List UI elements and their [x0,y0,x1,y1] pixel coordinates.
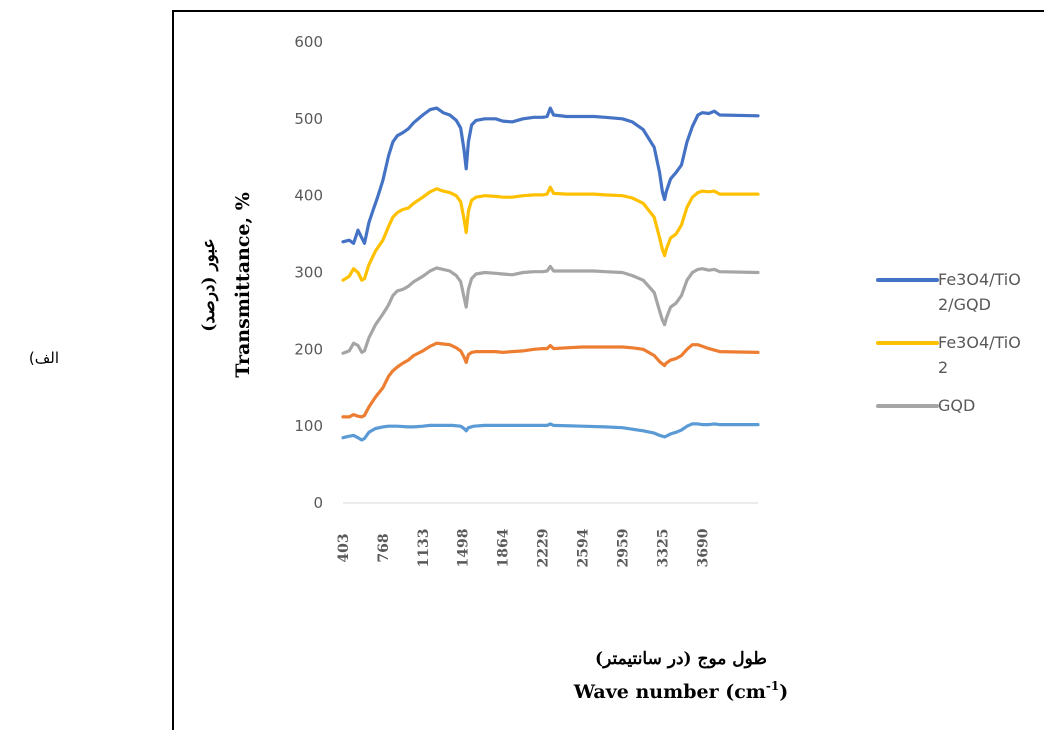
x-axis-ticks: 403 768 1133 1498 1864 2229 2594 2959 3325 3690 [336,528,711,567]
series-line [341,341,760,419]
series-line [341,106,760,245]
x-axis-title-en: Wave number (cm-1) [573,679,788,703]
figure-side-label: (الف [28,349,59,367]
series-line [341,264,760,355]
x-tick-label: 2594 [575,528,591,567]
x-tick-label: 2959 [615,529,631,568]
legend-label: 2 [938,358,948,377]
x-axis-title-en-sup: -1 [766,679,779,693]
x-tick-label: 3690 [695,528,711,567]
x-tick-label: 403 [336,533,352,562]
series-line [341,185,760,282]
y-tick-label: 100 [294,417,323,435]
y-tick-label: 400 [294,187,323,205]
y-axis-title-en: Transmittance, % [232,192,254,378]
x-tick-label: 1133 [416,529,432,568]
legend: Fe3O4/TiO 2/GQD Fe3O4/TiO 2 GQD [876,270,1021,415]
y-tick-label: 200 [294,340,323,358]
y-tick-label: 0 [313,494,323,512]
legend-label: Fe3O4/TiO [938,333,1021,352]
x-tick-label: 1498 [456,529,472,568]
x-tick-label: 3325 [655,529,671,568]
x-axis-title-en-base: Wave number (cm [573,681,766,703]
x-axis-title-en-tail: ) [779,681,788,703]
series-line [341,422,760,442]
y-axis-title-fa: عبور (درصد) [199,238,219,331]
x-tick-label: 1864 [496,528,512,567]
x-tick-label: 768 [376,533,392,562]
plot-area [341,106,760,442]
figure-frame [172,10,1044,730]
legend-label: 2/GQD [938,295,991,314]
y-tick-label: 600 [294,33,323,51]
legend-label: GQD [938,396,975,415]
x-axis-title-fa: طول موج (در سانتیمتر) [595,649,767,669]
x-tick-label: 2229 [536,529,552,568]
y-tick-label: 500 [294,110,323,128]
y-axis-ticks: 0 100 200 300 400 500 600 [294,33,323,512]
legend-label: Fe3O4/TiO [938,270,1021,289]
y-tick-label: 300 [294,264,323,282]
